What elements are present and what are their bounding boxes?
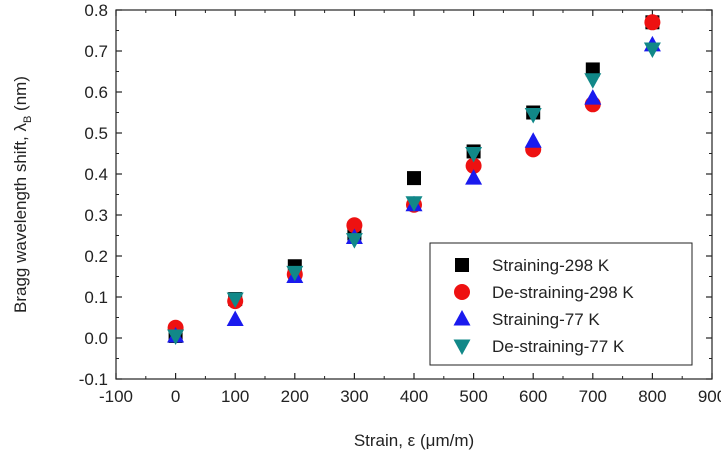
y-tick-label: 0.2 bbox=[84, 247, 108, 266]
x-tick-label: 900 bbox=[698, 387, 721, 406]
points-layer bbox=[167, 14, 661, 345]
data-point bbox=[524, 132, 542, 148]
legend-marker bbox=[453, 339, 471, 355]
data-point bbox=[286, 265, 304, 282]
x-tick-label: 800 bbox=[638, 387, 666, 406]
y-tick-label: 0.8 bbox=[84, 1, 108, 20]
x-tick-label: 0 bbox=[171, 387, 180, 406]
legend-marker bbox=[454, 284, 470, 300]
data-point bbox=[345, 233, 363, 249]
data-point bbox=[407, 171, 421, 186]
y-tick-label: 0.4 bbox=[84, 165, 108, 184]
x-tick-label: 400 bbox=[400, 387, 428, 406]
plot-frame bbox=[115, 9, 713, 380]
y-axis-label-unit: (nm) bbox=[11, 76, 30, 116]
data-point bbox=[584, 89, 602, 105]
y-tick-label: 0.3 bbox=[84, 206, 108, 225]
data-point bbox=[643, 42, 661, 58]
data-point bbox=[585, 62, 600, 77]
data-point bbox=[405, 196, 423, 212]
legend-label: Straining-77 K bbox=[492, 310, 600, 329]
y-tick-label: 0.5 bbox=[84, 124, 108, 143]
y-axis-label: Bragg wavelength shift, λB (nm) bbox=[11, 76, 34, 313]
legend-box bbox=[429, 242, 693, 366]
y-axis-label-subscript: B bbox=[22, 116, 34, 123]
data-point bbox=[346, 217, 363, 234]
x-tick-label: -100 bbox=[99, 387, 133, 406]
legend-marker bbox=[453, 310, 471, 326]
data-point bbox=[465, 157, 482, 174]
y-tick-label: 0.0 bbox=[84, 329, 108, 348]
y-tick-label: 0.6 bbox=[84, 83, 108, 102]
legend: Straining-298 K De-straining-298 K Straini… bbox=[429, 242, 693, 366]
x-tick-label: 100 bbox=[221, 387, 249, 406]
legend-marker bbox=[455, 258, 469, 272]
data-point bbox=[584, 73, 602, 89]
data-point bbox=[644, 14, 661, 31]
legend-label: Straining-298 K bbox=[492, 256, 610, 275]
data-point bbox=[465, 169, 483, 185]
x-tick-label: 300 bbox=[340, 387, 368, 406]
x-tick-label: 600 bbox=[519, 387, 547, 406]
x-tick-label: 700 bbox=[579, 387, 607, 406]
data-point bbox=[226, 310, 244, 327]
x-tick-label: 500 bbox=[459, 387, 487, 406]
data-point bbox=[524, 108, 542, 124]
legend-label: De-straining-77 K bbox=[492, 337, 625, 356]
ticks-layer: -100 0 100 200 300 400 500 600 700 800 900 -0.1 0.0 0… bbox=[79, 1, 721, 406]
data-point bbox=[226, 292, 244, 309]
legend-label: De-straining-298 K bbox=[492, 283, 634, 302]
y-tick-label: 0.1 bbox=[84, 288, 108, 307]
series-4 bbox=[167, 42, 661, 345]
y-tick-label: 0.7 bbox=[84, 42, 108, 61]
y-axis-label-main: Bragg wavelength shift, λ bbox=[11, 123, 30, 313]
data-point bbox=[465, 147, 483, 163]
x-tick-label: 200 bbox=[281, 387, 309, 406]
x-axis-label: Strain, ε (μm/m) bbox=[354, 431, 474, 450]
y-tick-label: -0.1 bbox=[79, 370, 108, 389]
data-point bbox=[167, 329, 185, 345]
